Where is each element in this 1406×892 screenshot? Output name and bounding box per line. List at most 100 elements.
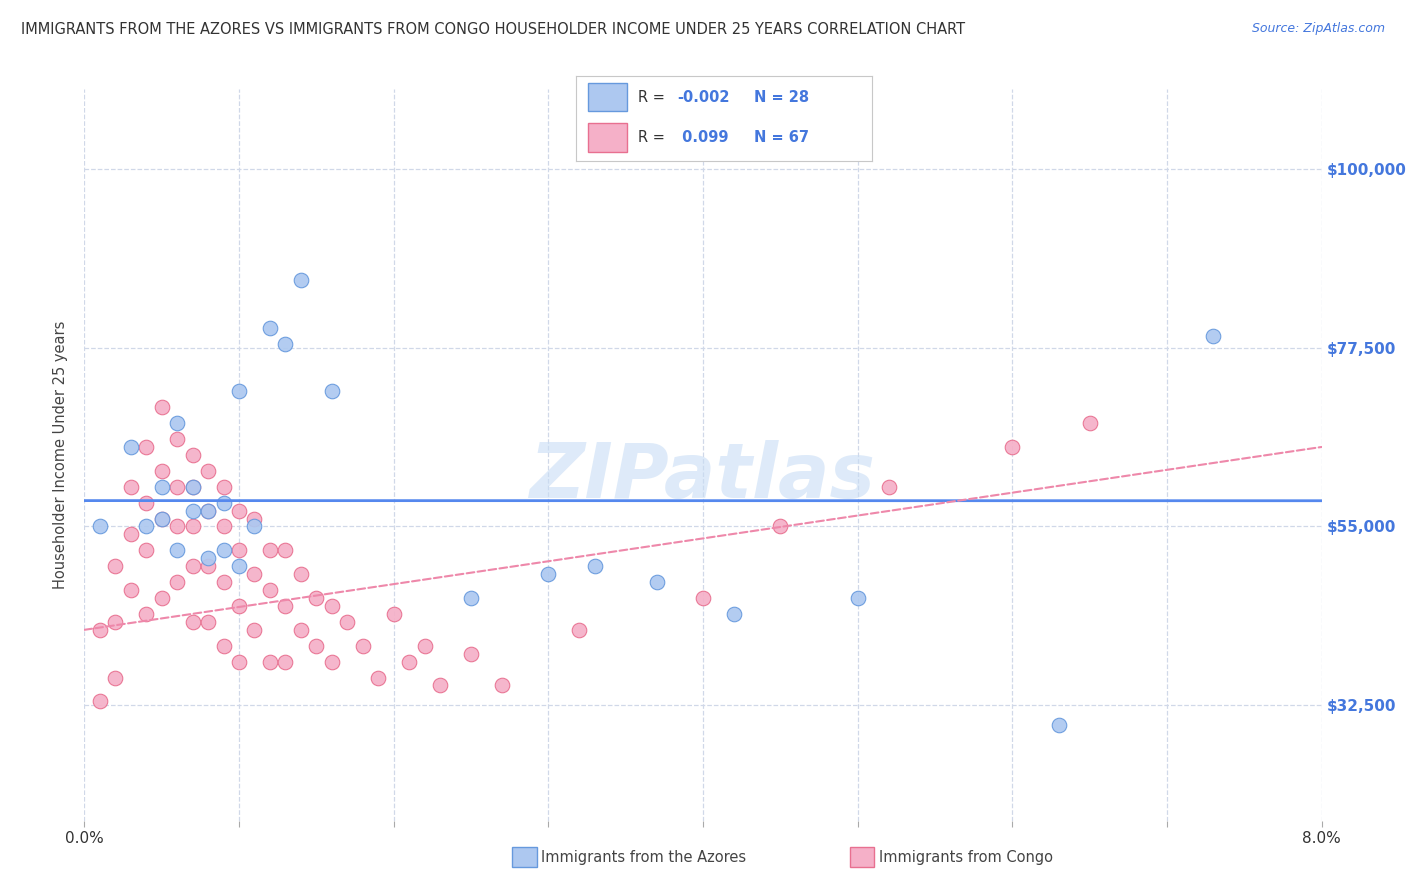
- Point: [274, 599, 297, 613]
- Point: [104, 671, 127, 685]
- Point: [583, 559, 606, 574]
- Text: -0.002: -0.002: [676, 89, 730, 104]
- Point: [181, 615, 204, 629]
- Point: [290, 567, 312, 582]
- Point: [259, 543, 281, 558]
- Point: [166, 519, 188, 533]
- Y-axis label: Householder Income Under 25 years: Householder Income Under 25 years: [53, 321, 69, 589]
- Point: [228, 503, 250, 517]
- Point: [104, 615, 127, 629]
- Point: [120, 440, 142, 454]
- Point: [212, 575, 235, 590]
- Point: [150, 591, 173, 605]
- Point: [135, 519, 157, 533]
- Point: [166, 416, 188, 430]
- Point: [197, 464, 219, 478]
- Point: [212, 480, 235, 494]
- Text: 0.099: 0.099: [676, 130, 728, 145]
- Point: [197, 551, 219, 566]
- Point: [460, 591, 482, 605]
- Point: [150, 511, 173, 525]
- Point: [1001, 440, 1024, 454]
- Point: [228, 599, 250, 613]
- Point: [228, 384, 250, 399]
- Point: [367, 671, 389, 685]
- Text: Immigrants from Congo: Immigrants from Congo: [879, 850, 1053, 864]
- Point: [228, 655, 250, 669]
- Point: [259, 655, 281, 669]
- Point: [150, 464, 173, 478]
- Point: [460, 647, 482, 661]
- Point: [104, 559, 127, 574]
- Text: Immigrants from the Azores: Immigrants from the Azores: [541, 850, 747, 864]
- Point: [212, 519, 235, 533]
- Point: [290, 273, 312, 287]
- Point: [305, 591, 328, 605]
- Text: ZIPatlas: ZIPatlas: [530, 440, 876, 514]
- Point: [846, 591, 869, 605]
- Point: [89, 519, 111, 533]
- Point: [290, 623, 312, 637]
- Point: [398, 655, 420, 669]
- Point: [212, 543, 235, 558]
- Point: [243, 511, 266, 525]
- Point: [212, 495, 235, 509]
- Point: [723, 607, 745, 621]
- Point: [135, 495, 157, 509]
- Point: [274, 543, 297, 558]
- Point: [120, 480, 142, 494]
- Point: [135, 440, 157, 454]
- Point: [259, 320, 281, 334]
- FancyBboxPatch shape: [588, 123, 627, 152]
- Point: [150, 511, 173, 525]
- Point: [89, 623, 111, 637]
- FancyBboxPatch shape: [849, 847, 875, 867]
- Text: N = 67: N = 67: [754, 130, 808, 145]
- Point: [181, 480, 204, 494]
- Point: [352, 639, 374, 653]
- Point: [120, 583, 142, 598]
- Text: R =: R =: [638, 130, 671, 145]
- Point: [197, 503, 219, 517]
- Point: [243, 519, 266, 533]
- Point: [259, 583, 281, 598]
- Point: [197, 615, 219, 629]
- Point: [274, 655, 297, 669]
- Point: [228, 543, 250, 558]
- Point: [692, 591, 714, 605]
- Point: [166, 575, 188, 590]
- Point: [166, 432, 188, 446]
- Text: R =: R =: [638, 89, 671, 104]
- Point: [181, 480, 204, 494]
- FancyBboxPatch shape: [588, 83, 627, 112]
- Point: [305, 639, 328, 653]
- Point: [1047, 718, 1070, 732]
- Point: [321, 655, 343, 669]
- Point: [212, 639, 235, 653]
- Point: [645, 575, 668, 590]
- Point: [197, 559, 219, 574]
- Point: [181, 448, 204, 462]
- Point: [1202, 328, 1225, 343]
- Point: [120, 527, 142, 541]
- Point: [228, 559, 250, 574]
- Point: [429, 678, 451, 692]
- Point: [150, 401, 173, 415]
- Point: [491, 678, 513, 692]
- Point: [537, 567, 560, 582]
- Text: IMMIGRANTS FROM THE AZORES VS IMMIGRANTS FROM CONGO HOUSEHOLDER INCOME UNDER 25 : IMMIGRANTS FROM THE AZORES VS IMMIGRANTS…: [21, 22, 965, 37]
- Text: N = 28: N = 28: [754, 89, 808, 104]
- Point: [181, 559, 204, 574]
- Point: [135, 543, 157, 558]
- Point: [877, 480, 900, 494]
- Point: [769, 519, 792, 533]
- Point: [135, 607, 157, 621]
- Point: [243, 623, 266, 637]
- Text: Source: ZipAtlas.com: Source: ZipAtlas.com: [1251, 22, 1385, 36]
- Point: [166, 480, 188, 494]
- Point: [321, 384, 343, 399]
- FancyBboxPatch shape: [512, 847, 537, 867]
- Point: [413, 639, 436, 653]
- Point: [89, 694, 111, 708]
- Point: [1078, 416, 1101, 430]
